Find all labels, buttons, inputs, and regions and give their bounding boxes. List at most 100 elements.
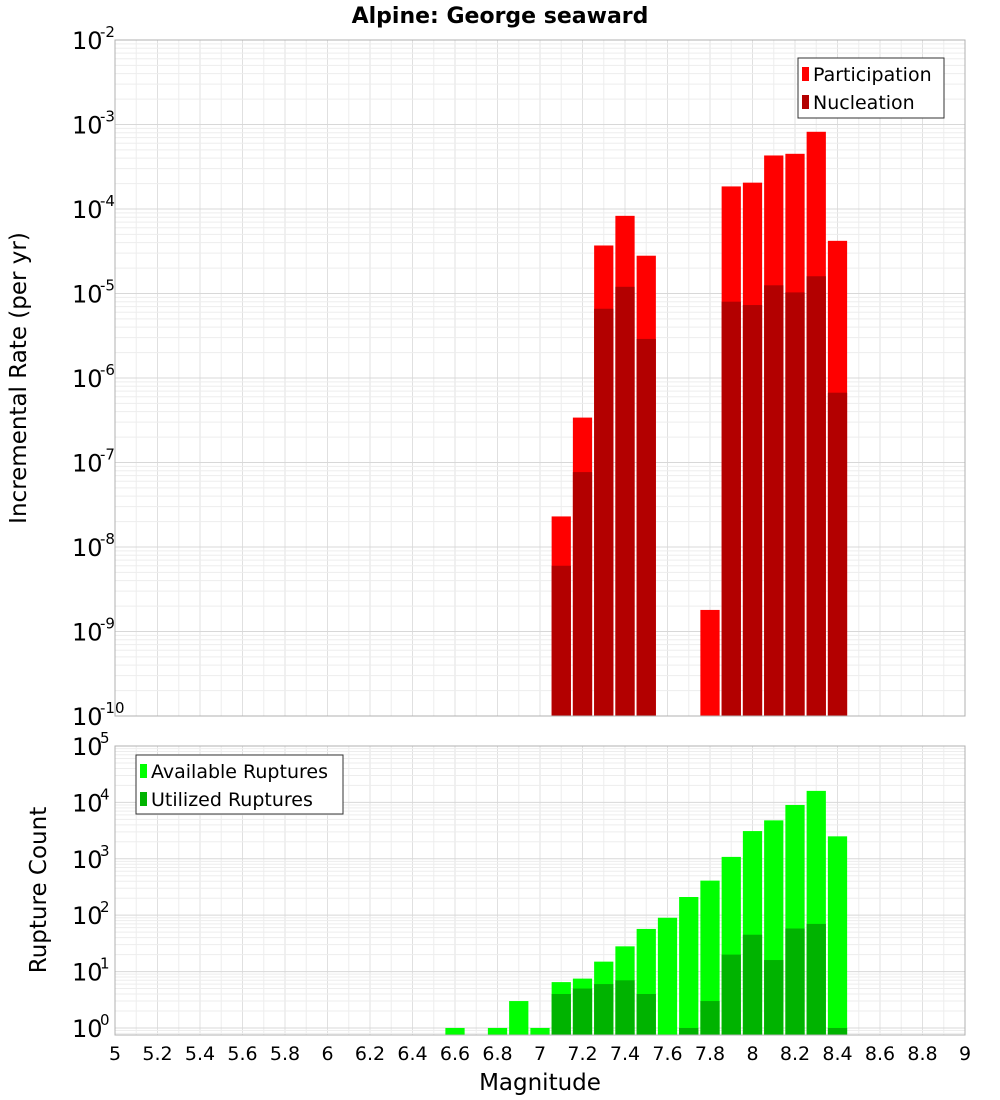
- chart-title: Alpine: George seaward: [352, 4, 649, 29]
- bottom-bar-utilized-ruptures: [764, 960, 784, 1035]
- top-y-axis-label: Incremental Rate (per yr): [6, 232, 32, 524]
- bottom-y-tick-exponent: 4: [100, 785, 110, 803]
- x-tick-label: 8.8: [907, 1043, 937, 1065]
- bottom-bar-utilized-ruptures: [615, 980, 635, 1035]
- legends: Participation Nucleation Available Rupture…: [135, 57, 945, 815]
- bottom-legend-box: [135, 754, 344, 815]
- bottom-y-tick-exponent: 1: [100, 955, 110, 973]
- x-tick-label: 7.4: [610, 1043, 640, 1065]
- bottom-legend-label: Available Ruptures: [151, 761, 328, 783]
- top-bar-nucleation: [636, 338, 656, 716]
- bottom-bar-available-ruptures: [530, 1027, 550, 1035]
- bottom-legend-swatch: [140, 792, 147, 806]
- x-axis-label: Magnitude: [479, 1070, 601, 1096]
- top-legend-swatch: [802, 67, 809, 81]
- top-bar-participation: [700, 609, 720, 716]
- top-y-tick-label: 10: [72, 365, 103, 393]
- bottom-bar-utilized-ruptures: [594, 984, 614, 1035]
- top-bar-nucleation: [742, 305, 763, 716]
- bottom-bar-available-ruptures: [657, 917, 678, 1035]
- bottom-bar-utilized-ruptures: [551, 994, 571, 1035]
- top-bar-nucleation: [827, 392, 848, 716]
- x-tick-label: 5.8: [270, 1043, 300, 1065]
- top-bar-nucleation: [594, 308, 614, 716]
- x-tick-label: 7.6: [652, 1043, 682, 1065]
- bottom-y-tick-exponent: 5: [100, 729, 110, 747]
- bottom-y-tick-exponent: 3: [100, 842, 110, 860]
- bottom-y-tick-label: 10: [72, 1015, 103, 1043]
- top-y-tick-exponent: -3: [100, 108, 115, 126]
- bottom-y-tick-label: 10: [72, 789, 103, 817]
- top-bar-nucleation: [785, 292, 805, 716]
- bottom-bar-utilized-ruptures: [679, 1027, 699, 1035]
- x-tick-label: 5.4: [185, 1043, 215, 1065]
- x-tick-label: 8: [746, 1043, 758, 1065]
- x-tick-label: 8.2: [780, 1043, 810, 1065]
- top-y-tick-exponent: -10: [100, 699, 125, 717]
- top-y-tick-label: 10: [72, 703, 103, 731]
- plot-frames: [114, 39, 966, 1036]
- bottom-bar-available-ruptures: [445, 1027, 465, 1035]
- bottom-y-tick-label: 10: [72, 959, 103, 987]
- top-y-tick-label: 10: [72, 619, 103, 647]
- bottom-bar-available-ruptures: [509, 1001, 529, 1035]
- bottom-bar-utilized-ruptures: [827, 1027, 848, 1035]
- top-y-tick-exponent: -2: [100, 23, 115, 41]
- bottom-y-tick-label: 10: [72, 846, 103, 874]
- top-y-tick-exponent: -8: [100, 530, 115, 548]
- x-tick-label: 6.4: [397, 1043, 427, 1065]
- x-tick-label: 6.6: [440, 1043, 470, 1065]
- x-tick-label: 5.6: [227, 1043, 257, 1065]
- bottom-bar-available-ruptures: [827, 836, 848, 1035]
- top-y-tick-label: 10: [72, 27, 103, 55]
- top-y-tick-exponent: -4: [100, 192, 115, 210]
- top-y-tick-label: 10: [72, 112, 103, 140]
- bottom-bar-available-ruptures: [487, 1027, 508, 1035]
- top-legend-label: Nucleation: [813, 92, 915, 114]
- top-bar-nucleation: [551, 565, 571, 716]
- x-tick-label: 8.4: [822, 1043, 852, 1065]
- x-tick-label: 6: [321, 1043, 333, 1065]
- top-y-tick-exponent: -7: [100, 446, 115, 464]
- bottom-plot-frame: [114, 745, 966, 1036]
- tick-labels: 10-1010-910-810-710-610-510-410-310-2100…: [72, 23, 971, 1065]
- x-tick-label: 8.6: [865, 1043, 895, 1065]
- top-legend-box: [797, 57, 945, 119]
- top-bar-nucleation: [764, 285, 784, 716]
- top-y-tick-label: 10: [72, 450, 103, 478]
- top-y-tick-label: 10: [72, 534, 103, 562]
- bottom-bar-utilized-ruptures: [572, 988, 593, 1035]
- bars: [445, 131, 848, 1035]
- top-bar-nucleation: [615, 286, 635, 716]
- x-tick-label: 9: [959, 1043, 971, 1065]
- top-y-tick-exponent: -5: [100, 277, 115, 295]
- bottom-y-tick-label: 10: [72, 733, 103, 761]
- bottom-bar-utilized-ruptures: [785, 928, 805, 1035]
- top-plot-frame: [114, 39, 966, 717]
- x-tick-label: 6.8: [482, 1043, 512, 1065]
- x-tick-label: 5.2: [142, 1043, 172, 1065]
- x-tick-label: 6.2: [355, 1043, 385, 1065]
- bottom-legend-label: Utilized Ruptures: [151, 789, 313, 811]
- bottom-bar-available-ruptures: [700, 880, 720, 1035]
- bottom-y-tick-exponent: 2: [100, 898, 110, 916]
- bottom-y-axis-label: Rupture Count: [26, 807, 52, 973]
- top-bar-nucleation: [806, 276, 826, 716]
- x-tick-label: 7.2: [567, 1043, 597, 1065]
- bottom-bar-available-ruptures: [679, 897, 699, 1035]
- top-y-tick-exponent: -6: [100, 361, 115, 379]
- top-y-tick-exponent: -9: [100, 615, 115, 633]
- bottom-y-tick-exponent: 0: [100, 1011, 110, 1029]
- x-tick-label: 7.8: [695, 1043, 725, 1065]
- bottom-bar-utilized-ruptures: [742, 934, 763, 1035]
- top-y-tick-label: 10: [72, 281, 103, 309]
- bottom-bar-utilized-ruptures: [806, 923, 826, 1035]
- bottom-y-tick-label: 10: [72, 902, 103, 930]
- top-bar-nucleation: [572, 472, 593, 716]
- bottom-bar-utilized-ruptures: [721, 954, 741, 1035]
- bottom-legend-swatch: [140, 764, 147, 778]
- top-y-tick-label: 10: [72, 196, 103, 224]
- bottom-bar-utilized-ruptures: [700, 1001, 720, 1035]
- top-legend-label: Participation: [813, 64, 932, 86]
